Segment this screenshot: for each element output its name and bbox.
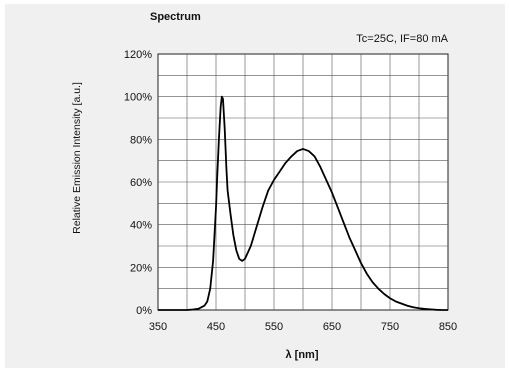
y-tick-label: 20% <box>130 262 152 274</box>
spectrum-chart: Spectrum Tc=25C, IF=80 mA 0% 20% 40% 60% 80%… <box>71 11 457 361</box>
x-tick-label: 850 <box>439 321 457 333</box>
series-layer <box>158 95 448 311</box>
y-tick-label: 120% <box>124 49 152 61</box>
x-tick-label: 750 <box>381 321 399 333</box>
y-axis-label: Relative Emission Intensity [a.u.] <box>71 82 83 234</box>
x-tick-label: 350 <box>149 321 167 333</box>
y-tick-label: 80% <box>130 134 152 146</box>
x-tick-label: 550 <box>265 321 283 333</box>
x-tick-label: 450 <box>207 321 225 333</box>
test-conditions-note: Tc=25C, IF=80 mA <box>356 33 448 45</box>
y-tick-label: 40% <box>130 220 152 232</box>
grid-lines <box>158 54 448 310</box>
chart-title: Spectrum <box>150 11 201 23</box>
y-tick-label: 100% <box>124 92 152 104</box>
x-tick-label: 650 <box>323 321 341 333</box>
x-axis-ticks: 350 450 550 650 750 850 <box>149 321 457 333</box>
x-axis-label: λ [nm] <box>286 349 319 361</box>
chart-panel: Spectrum Tc=25C, IF=80 mA 0% 20% 40% 60% 80%… <box>5 4 505 368</box>
y-tick-label: 60% <box>130 177 152 189</box>
y-axis-ticks: 0% 20% 40% 60% 80% 100% 120% <box>124 49 152 317</box>
spectrum-line <box>158 95 448 311</box>
y-tick-label: 0% <box>136 305 152 317</box>
